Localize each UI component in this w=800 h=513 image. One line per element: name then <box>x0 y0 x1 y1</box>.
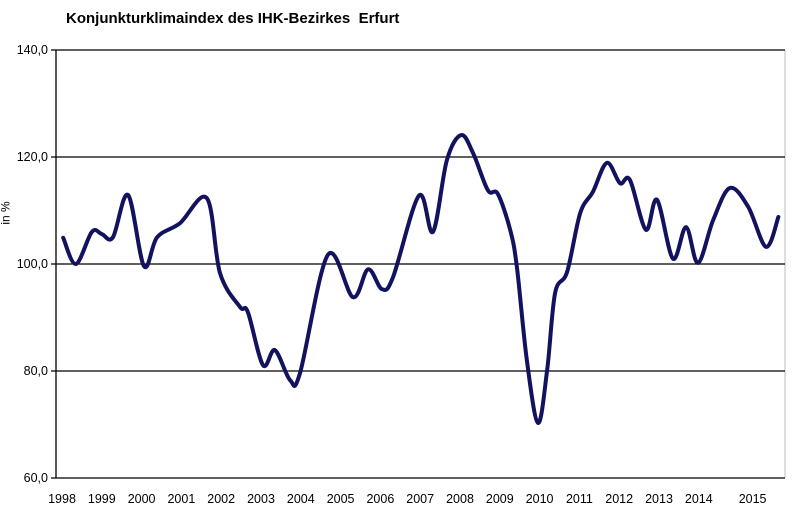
x-tick-label: 2006 <box>366 492 394 506</box>
y-tick-label: 100,0 <box>17 257 48 271</box>
x-tick-label: 2013 <box>645 492 673 506</box>
x-tick-label: 2010 <box>526 492 554 506</box>
x-tick-label: 2014 <box>685 492 713 506</box>
x-tick-label: 2009 <box>486 492 514 506</box>
y-tick-label: 60,0 <box>24 471 48 485</box>
x-tick-label: 1999 <box>88 492 116 506</box>
x-tick-label: 1998 <box>48 492 76 506</box>
y-tick-label: 80,0 <box>24 364 48 378</box>
x-tick-label: 2002 <box>207 492 235 506</box>
y-tick-label: 120,0 <box>17 150 48 164</box>
x-tick-label: 2007 <box>406 492 434 506</box>
x-tick-label: 2000 <box>128 492 156 506</box>
x-tick-label: 2004 <box>287 492 315 506</box>
series-line <box>61 133 781 425</box>
x-tick-label: 2003 <box>247 492 275 506</box>
x-tick-label: 2015 <box>739 492 767 506</box>
x-tick-label: 2008 <box>446 492 474 506</box>
x-tick-label: 2005 <box>327 492 355 506</box>
y-tick-label: 140,0 <box>17 43 48 57</box>
x-tick-label: 2011 <box>566 492 593 506</box>
chart-title: Konjunkturklimaindex des IHK-Bezirkes Er… <box>66 10 400 27</box>
x-tick-label: 2012 <box>605 492 633 506</box>
x-tick-label: 2001 <box>167 492 195 506</box>
